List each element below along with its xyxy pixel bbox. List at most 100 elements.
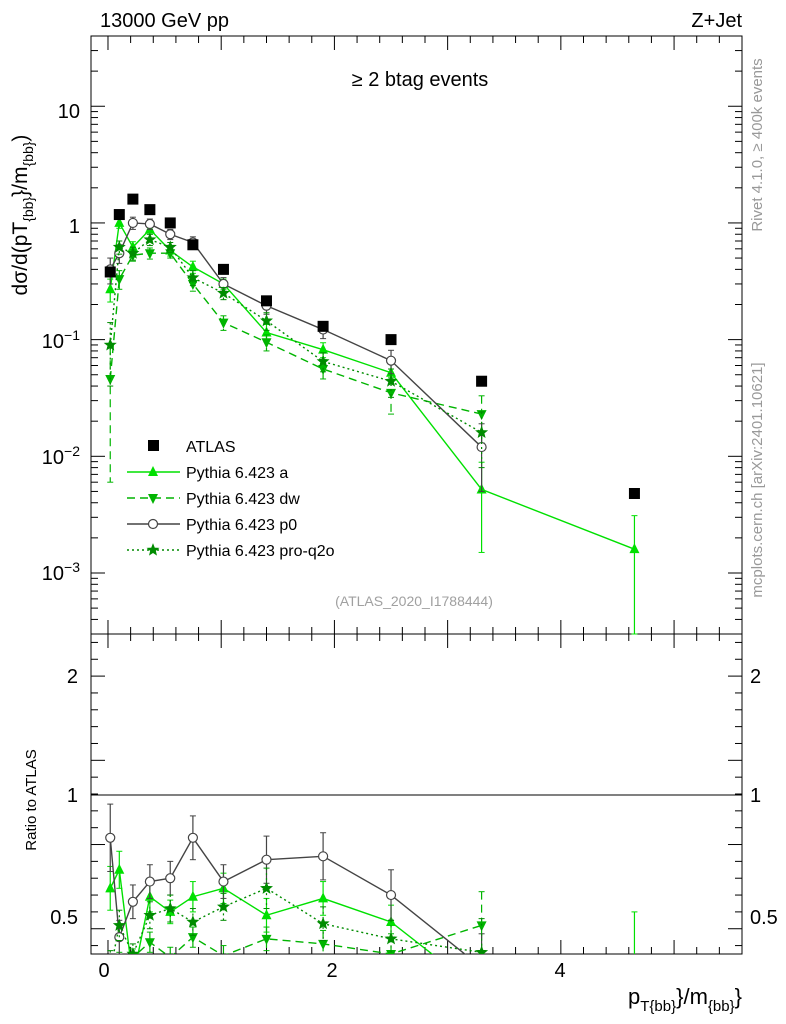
source-label: mcplots.cern.ch [arXiv:2401.10621] (749, 362, 766, 597)
atlas-point (113, 209, 125, 221)
ratio-y-tick-label-2: 2 (67, 666, 78, 688)
ratio-point-3 (112, 918, 126, 931)
legend-rows (127, 466, 180, 556)
main-point-3 (475, 425, 489, 438)
ratio-point-2 (218, 876, 229, 887)
main-point-1 (187, 279, 198, 290)
rivet-label: Rivet 4.1.0, ≥ 400k events (749, 58, 766, 231)
ratio-point-1 (261, 934, 272, 945)
ratio-point-2 (144, 876, 155, 887)
y-axis-label-ratio: Ratio to ATLAS (23, 749, 40, 850)
ratio-y-tick-label-2-right: 2 (750, 666, 761, 688)
atlas-point (260, 295, 272, 307)
ratio-point-3 (260, 881, 273, 894)
ratio-point-0 (261, 909, 272, 920)
y-axis-label-main: dσ/d(pT{bb}}/m{bb}) (9, 135, 36, 296)
ratio-line-0 (109, 867, 434, 954)
main-line-2 (109, 222, 483, 448)
main-y-tick-label-10: 10 (58, 101, 80, 123)
legend-label-a: Pythia 6.423 a (186, 465, 288, 482)
ratio-point-2 (127, 896, 138, 907)
main-point-1 (144, 249, 155, 260)
ratio-point-1 (476, 921, 487, 932)
ratio-point-2 (165, 873, 176, 884)
ratio-point-0 (318, 892, 329, 903)
legend-label-pro-q2o: Pythia 6.423 pro-q2o (186, 543, 335, 560)
main-y-tick-label-0.1: 10−1 (42, 327, 80, 353)
ratio-point-0 (114, 863, 125, 874)
atlas-point (164, 217, 176, 229)
ratio-point-2 (261, 854, 272, 865)
plot-title: ≥ 2 btag events (352, 69, 489, 91)
x-tick-label-0: 0 (98, 960, 109, 982)
main-point-1 (476, 410, 487, 421)
main-line-0 (109, 220, 635, 550)
main-point-3 (186, 270, 200, 284)
main-series-layer (103, 193, 640, 635)
analysis-id: (ATLAS_2020_I1788444) (335, 593, 493, 609)
main-point-0 (127, 241, 138, 252)
energy-label: 13000 GeV pp (100, 10, 229, 32)
main-line-1 (109, 252, 482, 415)
atlas-point (385, 334, 397, 346)
legend-marker-atlas (148, 440, 159, 451)
ratio-point-3 (186, 915, 200, 928)
legend-label-dw: Pythia 6.423 dw (186, 491, 300, 508)
main-point-2 (144, 218, 155, 230)
legend-marker-0 (148, 466, 158, 476)
main-point-1 (165, 249, 176, 260)
ratio-point-3 (217, 899, 230, 913)
atlas-point (104, 266, 116, 278)
main-point-3 (143, 232, 157, 246)
main-line-3 (109, 238, 482, 434)
main-point-3 (217, 286, 230, 299)
main-point-1 (114, 275, 125, 286)
main-point-3 (112, 240, 126, 253)
atlas-point (628, 487, 640, 499)
atlas-point (144, 204, 156, 216)
ratio-point-3 (475, 945, 489, 954)
ratio-line-1 (135, 924, 482, 954)
atlas-point (317, 320, 329, 332)
main-point-1 (218, 318, 229, 329)
legend-label-p0: Pythia 6.423 p0 (186, 517, 297, 534)
main-point-3 (384, 374, 398, 387)
main-point-3 (316, 354, 330, 367)
ratio-plot-frame (90, 633, 743, 955)
main-y-tick-label-0.01: 10−2 (42, 443, 80, 469)
main-point-0 (187, 260, 198, 271)
ratio-point-0 (105, 882, 116, 893)
x-axis-label: pT{bb}}/m{bb}} (628, 984, 742, 1015)
ratio-y-tick-label-0.5-right: 0.5 (750, 907, 778, 929)
ratio-point-3 (316, 916, 330, 930)
process-label: Z+Jet (691, 10, 742, 32)
main-point-3 (103, 338, 117, 351)
main-point-2 (165, 229, 176, 240)
main-point-1 (105, 374, 116, 385)
main-point-0 (318, 343, 329, 354)
main-point-2 (385, 355, 397, 366)
ratio-point-3 (126, 947, 140, 954)
x-ticks (107, 36, 720, 954)
legend-marker-1 (148, 494, 158, 504)
ratio-point-3 (143, 908, 157, 921)
ratio-point-0 (187, 890, 198, 901)
ratio-point-2 (105, 832, 116, 843)
atlas-point (476, 375, 488, 387)
main-point-2 (127, 217, 138, 229)
legend-marker-2 (147, 518, 159, 530)
ratio-point-2 (187, 832, 198, 843)
main-point-1 (318, 365, 329, 376)
legend-label-atlas: ATLAS (186, 439, 236, 456)
ratio-point-3 (384, 931, 398, 945)
ratio-point-2 (317, 851, 329, 862)
ratio-point-2 (385, 889, 397, 901)
ratio-y-tick-label-1-right: 1 (750, 785, 761, 807)
x-tick-label-4: 4 (554, 960, 565, 982)
ratio-series-clip (105, 803, 638, 954)
atlas-point (187, 239, 199, 251)
main-point-0 (105, 283, 116, 294)
main-y-ticks (91, 35, 742, 635)
atlas-point (127, 193, 139, 205)
main-point-0 (114, 216, 125, 227)
